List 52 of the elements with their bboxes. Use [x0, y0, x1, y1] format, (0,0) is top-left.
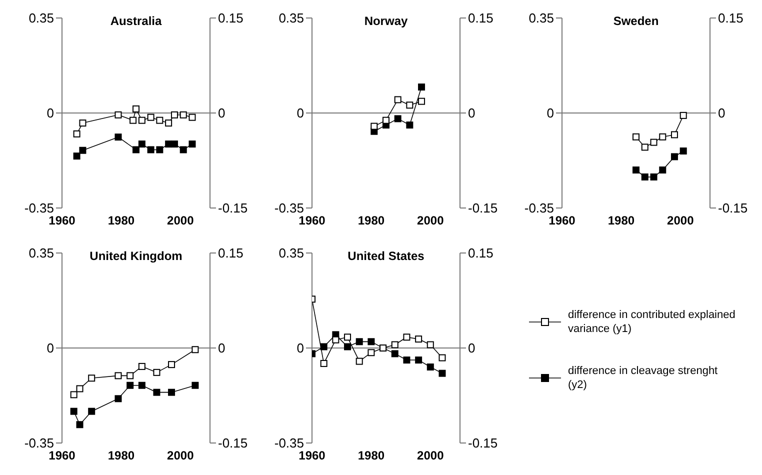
y2-tick-label: 0	[218, 340, 226, 356]
y2-tick-label: -0.15	[218, 200, 248, 216]
y2-tick-label: -0.15	[468, 200, 498, 216]
x-tick-label: 1960	[48, 214, 76, 228]
y-tick-label: 0	[546, 106, 554, 121]
x-tick-label: 2000	[417, 214, 444, 228]
legend-label: difference in cleavage strenght (y2)	[568, 364, 719, 392]
y-tick-label: 0.35	[28, 246, 54, 261]
y2-tick-label: 0	[718, 106, 726, 121]
x-tick-label: 1960	[298, 448, 326, 463]
y-tick-label: 0	[296, 340, 304, 356]
y-tick-label: -0.35	[274, 200, 304, 216]
y2-tick-label: 0	[218, 106, 226, 121]
x-tick-label: 1980	[108, 448, 135, 463]
y-tick-label: -0.35	[274, 436, 304, 451]
y-tick-label: 0.35	[278, 246, 304, 261]
x-tick-label: 1980	[608, 214, 635, 228]
x-tick-label: 1980	[358, 448, 385, 463]
x-tick-label: 1960	[48, 448, 76, 463]
y2-tick-label: 0.15	[718, 10, 744, 26]
y2-tick-label: 0	[468, 340, 476, 356]
y-tick-label: 0.35	[278, 10, 304, 26]
chart-title: United States	[346, 249, 426, 263]
y-tick-label: 0.35	[528, 10, 554, 26]
y-tick-label: -0.35	[24, 436, 54, 451]
x-tick-label: 2000	[167, 448, 194, 463]
chart-title: Norway	[363, 14, 409, 28]
chart-title: United Kingdom	[88, 249, 184, 263]
x-tick-label: 2000	[167, 214, 194, 228]
y2-tick-label: 0.15	[218, 10, 244, 26]
y-tick-label: 0	[46, 340, 54, 356]
chart-title: Sweden	[612, 14, 660, 28]
y2-tick-label: 0.15	[468, 246, 494, 261]
x-tick-label: 1980	[358, 214, 385, 228]
y2-tick-label: 0	[468, 106, 476, 121]
y-tick-label: -0.35	[524, 200, 554, 216]
y-tick-label: -0.35	[24, 200, 54, 216]
x-tick-label: 1980	[108, 214, 135, 228]
y2-tick-label: -0.15	[218, 436, 248, 451]
y-tick-label: 0	[296, 106, 304, 121]
y2-tick-label: 0.15	[468, 10, 494, 26]
x-tick-label: 2000	[667, 214, 694, 228]
y2-tick-label: -0.15	[718, 200, 748, 216]
chart-title: Australia	[109, 14, 163, 28]
x-tick-label: 1960	[298, 214, 326, 228]
y-tick-label: 0.35	[28, 10, 54, 26]
y2-tick-label: -0.15	[468, 436, 498, 451]
y-tick-label: 0	[46, 106, 54, 121]
y2-tick-label: 0.15	[218, 246, 244, 261]
legend-label: difference in contributed explained variance (y1)	[568, 308, 736, 336]
x-tick-label: 1960	[548, 214, 576, 228]
x-tick-label: 2000	[417, 448, 444, 463]
